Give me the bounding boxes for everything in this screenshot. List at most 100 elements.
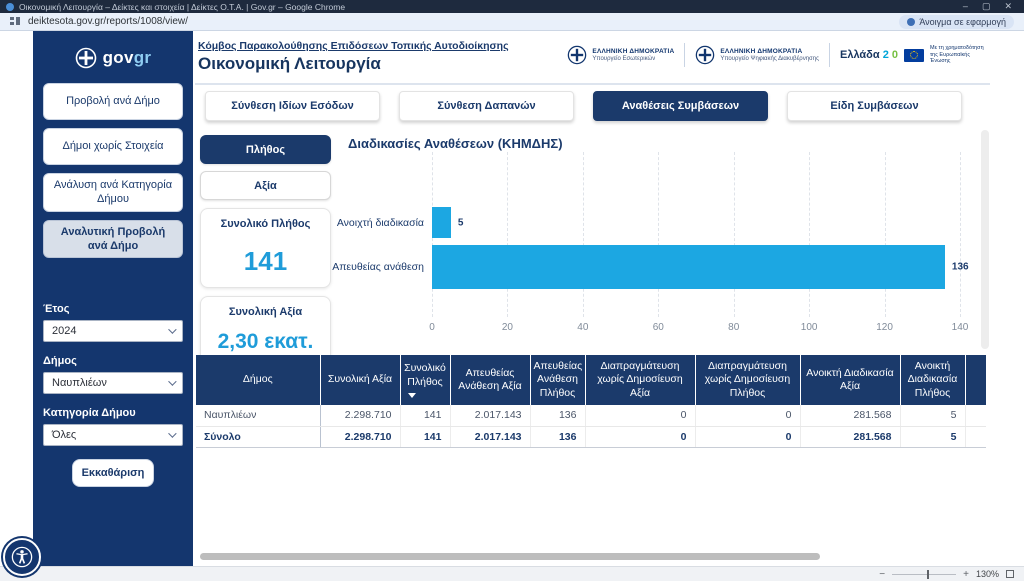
close-icon[interactable]: ✕ [1004, 0, 1012, 13]
metric-column: ΠλήθοςΑξία Συνολικό Πλήθος 141 Συνολική … [200, 135, 331, 365]
chart-x-axis: 020406080100120140 [432, 322, 960, 334]
table-total-row[interactable]: Σύνολο2.298.7101412.017.14313600281.5685 [196, 426, 986, 447]
zoom-slider-thumb[interactable] [927, 570, 929, 579]
column-header-7[interactable]: Ανοικτή Διαδικασία Αξία [800, 355, 900, 405]
stat-card-label: Συνολική Αξία [205, 306, 326, 318]
chart-bar[interactable] [432, 245, 945, 289]
chart-x-tick-label: 80 [728, 322, 739, 333]
filter-label: Δήμος [43, 355, 183, 367]
table-cell: 2.017.143 [450, 426, 530, 447]
report-tab-3[interactable]: Είδη Συμβάσεων [787, 91, 962, 121]
chevron-down-icon [168, 377, 176, 385]
govgr-logo: govgr [33, 47, 193, 69]
chevron-down-icon [168, 325, 176, 333]
greece-2-0-logo: Ελλάδα 2 0 Με τη χρηματοδότηση της Ευρωπ… [840, 45, 986, 66]
column-header-5[interactable]: Διαπραγμάτευση χωρίς Δημοσίευση Αξία [585, 355, 695, 405]
maximize-icon[interactable]: ▢ [982, 0, 991, 13]
eu-flag-icon [904, 49, 924, 62]
table-cell: 141 [400, 426, 450, 447]
filter-select[interactable]: 2024 [43, 320, 183, 342]
sidebar-nav-button-3[interactable]: Αναλυτική Προβολή ανά Δήμο [43, 220, 183, 259]
eu-funding-label: Με τη χρηματοδότηση της Ευρωπαϊκής Ένωση… [930, 45, 986, 66]
browser-titlebar: Οικονομική Λειτουργία – Δείκτες και στοι… [0, 0, 1024, 13]
column-header-4[interactable]: Απευθείας Ανάθεση Πλήθος [530, 355, 585, 405]
table-cell: 0 [585, 426, 695, 447]
table-cell: 5 [900, 426, 965, 447]
metric-toggle-button[interactable]: Αξία [200, 171, 331, 200]
report-page: govgr Προβολή ανά Δήμο Δήμοι χωρίς Στοιχε… [0, 31, 1024, 566]
filter-label: Κατηγορία Δήμου [43, 407, 183, 419]
clear-filters-button[interactable]: Εκκαθάριση [72, 459, 154, 487]
browser-toolbar: deiktesota.gov.gr/reports/1008/view/ Άνο… [0, 13, 1024, 31]
chart-x-tick-label: 20 [502, 322, 513, 333]
chart-title: Διαδικασίες Αναθέσεων (ΚΗΜΔΗΣ) [348, 136, 563, 151]
filter-value: Ναυπλιέων [52, 377, 107, 389]
sidebar: govgr Προβολή ανά Δήμο Δήμοι χωρίς Στοιχε… [33, 31, 193, 566]
sidebar-filters: Έτος 2024 Δήμος Ναυπλιέων Κατηγορία Δήμο… [43, 303, 183, 459]
govgr-wordmark: govgr [103, 48, 152, 68]
accessibility-button[interactable] [3, 538, 41, 576]
metric-toggle: Πλήθος Αξία [200, 135, 331, 200]
open-in-app-label: Άνοιγμα σε εφαρμογή [919, 17, 1006, 27]
horizontal-scrollbar[interactable] [200, 553, 820, 560]
filter-group: Έτος 2024 [43, 303, 183, 342]
app-icon [907, 18, 915, 26]
filter-group: Κατηγορία Δήμου Όλες [43, 407, 183, 446]
chart-plot-area: Ανοιχτή διαδικασία 5 Απευθείας ανάθεση 1… [432, 152, 960, 317]
filter-group: Δήμος Ναυπλιέων [43, 355, 183, 394]
sidebar-nav-button-2[interactable]: Ανάλυση ανά Κατηγορία Δήμου [43, 173, 183, 212]
table-cell: 136 [530, 426, 585, 447]
column-header-8[interactable]: Ανοικτή Διαδικασία Πλήθος [900, 355, 965, 405]
chart-gridline [960, 152, 961, 317]
metric-toggle-button[interactable]: Πλήθος [200, 135, 331, 164]
filter-label: Έτος [43, 303, 183, 315]
sidebar-nav-button-1[interactable]: Δήμοι χωρίς Στοιχεία [43, 128, 183, 165]
table-cell: Σύνολο [196, 426, 320, 447]
page-title: Οικονομική Λειτουργία [198, 54, 381, 74]
logo-separator [684, 43, 685, 67]
greek-emblem-icon [567, 45, 587, 65]
logo-separator [829, 43, 830, 67]
column-header-spacer [965, 355, 986, 405]
filter-select[interactable]: Όλες [43, 424, 183, 446]
column-header-0[interactable]: Δήμος [196, 355, 320, 405]
chart-bar[interactable] [432, 207, 451, 238]
column-header-1[interactable]: Συνολική Αξία [320, 355, 400, 405]
ministry-logo: ΕΛΛΗΝΙΚΗ ΔΗΜΟΚΡΑΤΙΑΥπουργείο Ψηφιακής Δι… [695, 45, 819, 65]
zoom-in-button[interactable]: + [963, 568, 969, 581]
report-tab-1[interactable]: Σύνθεση Δαπανών [399, 91, 574, 121]
table-header-row: ΔήμοςΣυνολική ΑξίαΣυνολικό ΠλήθοςΑπευθεί… [196, 355, 986, 405]
table-cell-spacer [965, 405, 986, 426]
report-tabs: Σύνθεση Ιδίων Εσόδων Σύνθεση Δαπανών Αναθέ… [205, 91, 962, 121]
column-header-2[interactable]: Συνολικό Πλήθος [400, 355, 450, 405]
column-header-6[interactable]: Διαπραγμάτευση χωρίς Δημοσίευση Πλήθος [695, 355, 800, 405]
chart-category-label: Ανοιχτή διαδικασία [337, 217, 424, 229]
table-cell: 0 [695, 426, 800, 447]
report-tab-2[interactable]: Αναθέσεις Συμβάσεων [593, 91, 768, 121]
filter-select[interactable]: Ναυπλιέων [43, 372, 183, 394]
zoom-out-button[interactable]: − [879, 568, 885, 581]
column-header-3[interactable]: Απευθείας Ανάθεση Αξία [450, 355, 530, 405]
table-cell: 136 [530, 405, 585, 426]
table-row[interactable]: Ναυπλιέων2.298.7101412.017.14313600281.5… [196, 405, 986, 426]
sidebar-nav-button-0[interactable]: Προβολή ανά Δήμο [43, 83, 183, 120]
open-in-app-button[interactable]: Άνοιγμα σε εφαρμογή [899, 15, 1014, 29]
table-cell-spacer [965, 426, 986, 447]
breadcrumb[interactable]: Κόμβος Παρακολούθησης Επιδόσεων Τοπικής … [198, 40, 509, 52]
table-cell: 2.298.710 [320, 405, 400, 426]
tab-search-icon[interactable] [10, 17, 20, 26]
chart-x-tick-label: 60 [653, 322, 664, 333]
zoom-slider[interactable] [892, 574, 956, 575]
sidebar-nav: Προβολή ανά Δήμο Δήμοι χωρίς Στοιχεία Ανάλ… [43, 83, 183, 258]
report-tab-0[interactable]: Σύνθεση Ιδίων Εσόδων [205, 91, 380, 121]
minimize-icon[interactable]: – [963, 0, 968, 13]
header-logos: ΕΛΛΗΝΙΚΗ ΔΗΜΟΚΡΑΤΙΑΥπουργείο Εσωτερικών … [567, 43, 986, 67]
chart-vertical-scrollbar[interactable] [981, 130, 989, 349]
filter-value: Όλες [52, 429, 76, 441]
filter-value: 2024 [52, 325, 76, 337]
table-cell: 2.017.143 [450, 405, 530, 426]
table-cell: 0 [695, 405, 800, 426]
url-bar[interactable]: deiktesota.gov.gr/reports/1008/view/ [28, 16, 891, 27]
zoom-level: 130% [976, 569, 999, 579]
fullscreen-icon[interactable] [1006, 570, 1014, 578]
